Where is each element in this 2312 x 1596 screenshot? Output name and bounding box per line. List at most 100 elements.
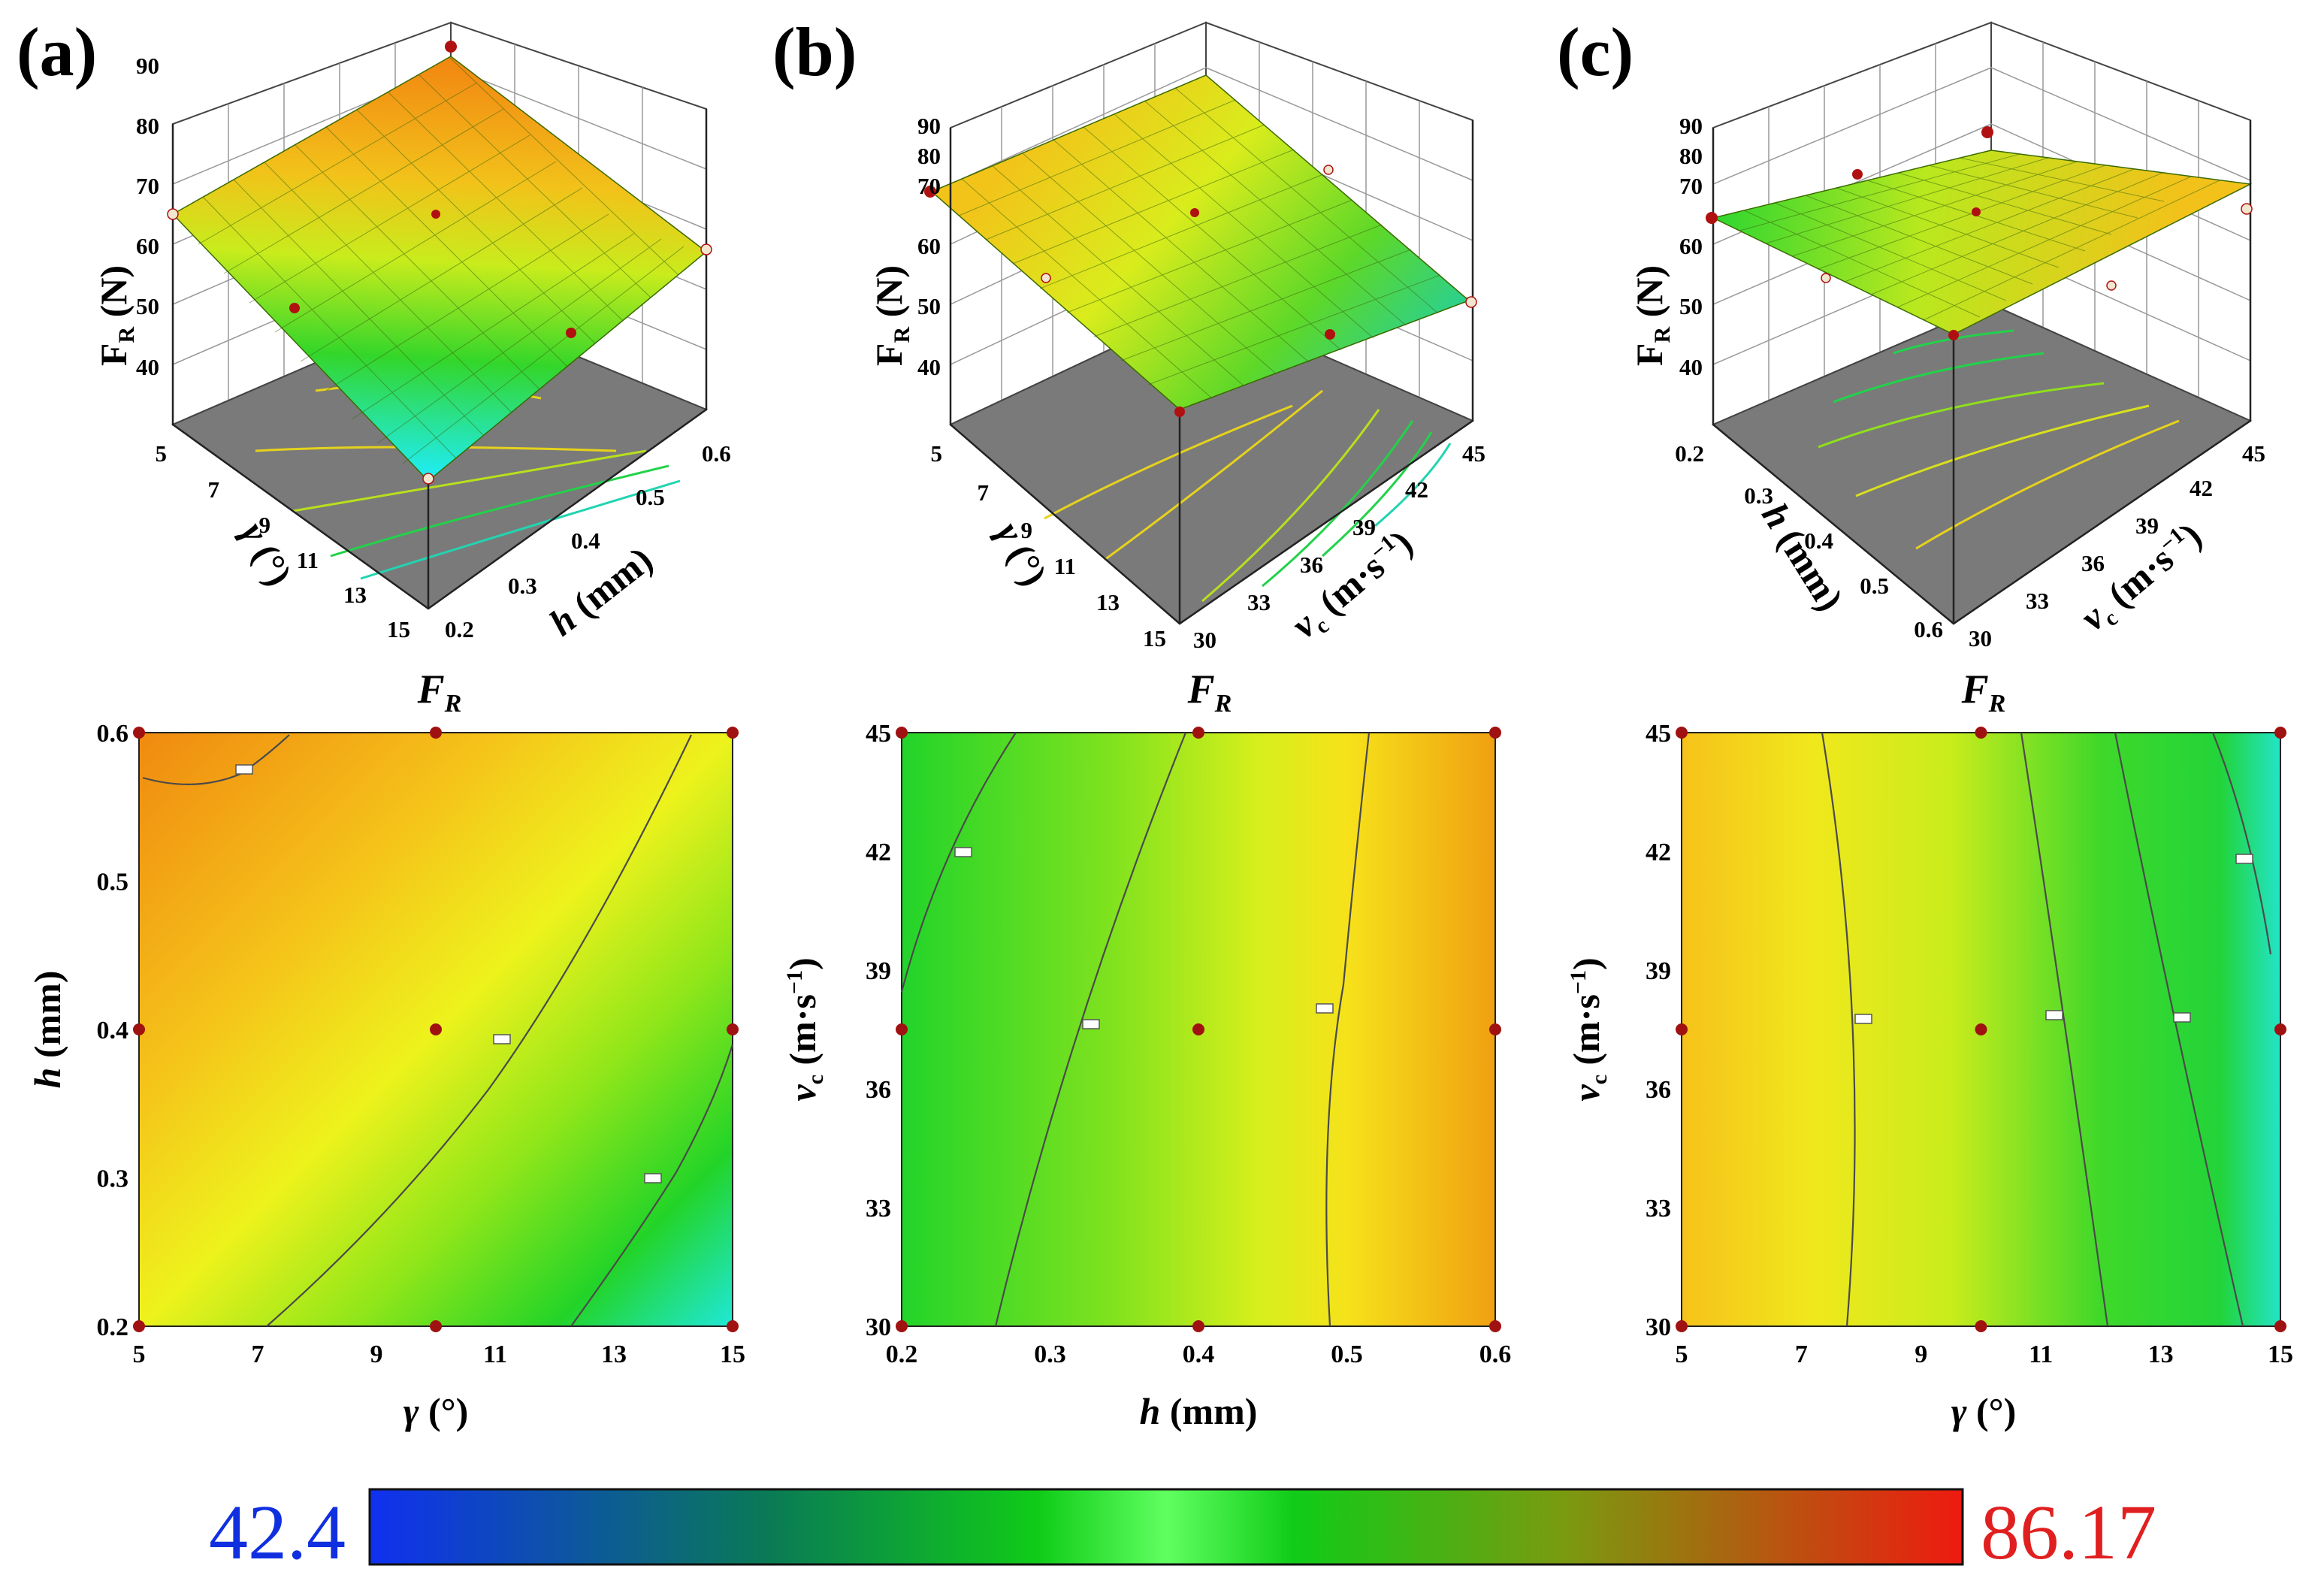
data-point bbox=[1041, 273, 1051, 283]
x-tick-label: 5 bbox=[931, 440, 943, 467]
contour-plot-a: FR 5 7 9 11 13 15 0.2 0.3 0.4 0.5 0.6 γ (°) h (mm) bbox=[26, 667, 745, 1432]
z-tick-label: 90 bbox=[1679, 113, 1703, 139]
design-point bbox=[1489, 727, 1501, 739]
y-axis-label: h (mm) bbox=[26, 971, 68, 1089]
design-point bbox=[430, 727, 442, 739]
x-tick-label: 0.3 bbox=[1034, 1341, 1066, 1368]
y-tick-label: 33 bbox=[1247, 589, 1271, 615]
y-tick-label: 39 bbox=[1352, 514, 1376, 540]
x-tick-label: 9 bbox=[370, 1341, 383, 1368]
x-axis-ticks: 5 7 9 11 13 15 bbox=[156, 440, 411, 642]
z-tick-label: 50 bbox=[917, 293, 941, 319]
y-tick-label: 0.2 bbox=[445, 616, 474, 642]
y-tick-label: 30 bbox=[1969, 625, 1992, 651]
y-tick-label: 33 bbox=[866, 1195, 891, 1223]
design-point bbox=[430, 1023, 442, 1035]
contour-design-points bbox=[1676, 727, 2286, 1332]
z-tick-label: 40 bbox=[917, 354, 941, 380]
y-axis-ticks: 0.2 0.3 0.4 0.5 0.6 bbox=[445, 440, 731, 642]
z-tick-label: 60 bbox=[136, 233, 159, 259]
x-tick-label: 5 bbox=[133, 1341, 146, 1368]
y-tick-label: 0.5 bbox=[636, 484, 665, 510]
z-axis-label: FR (N) bbox=[868, 265, 914, 366]
data-point bbox=[1981, 126, 1993, 138]
data-point bbox=[1323, 165, 1334, 175]
contour-lines bbox=[1821, 732, 2272, 1327]
data-point bbox=[1190, 208, 1199, 217]
surface-mesh bbox=[1739, 153, 2220, 321]
x-tick-label: 5 bbox=[156, 440, 168, 467]
y-axis-label: vc (m·s−1) bbox=[1283, 521, 1423, 649]
colorbar: 42.4 86.17 bbox=[209, 1488, 2156, 1576]
design-point bbox=[896, 1320, 908, 1332]
design-point bbox=[1192, 727, 1204, 739]
x-tick-label: 13 bbox=[343, 582, 367, 608]
surface-plot-b: 40 50 60 70 80 90 5 7 9 11 13 15 30 33 3… bbox=[772, 14, 1485, 653]
x-tick-label: 7 bbox=[978, 479, 990, 506]
data-point bbox=[1325, 329, 1335, 340]
x-axis-label: γ (°) bbox=[233, 515, 301, 593]
contour-plot-c: FR 5 7 9 11 13 15 30 33 36 39 42 45 γ (°) vc (m·s−1… bbox=[1565, 667, 2293, 1432]
surface-mesh bbox=[958, 87, 1441, 399]
x-tick-label: 7 bbox=[1795, 1341, 1808, 1368]
contour-ticks: 0.2 0.3 0.4 0.5 0.6 30 33 36 39 42 45 bbox=[866, 720, 1511, 1368]
design-point bbox=[896, 1023, 908, 1035]
x-tick-label: 0.2 bbox=[886, 1341, 918, 1368]
y-tick-label: 36 bbox=[1300, 552, 1323, 578]
z-tick-label: 80 bbox=[917, 143, 941, 169]
x-tick-label: 11 bbox=[297, 547, 319, 573]
z-tick-label: 90 bbox=[136, 53, 159, 79]
z-axis-ticks: 40 50 60 70 80 90 bbox=[136, 53, 159, 380]
panel-label-b: (b) bbox=[772, 14, 857, 90]
y-tick-label: 45 bbox=[2242, 440, 2265, 467]
data-point bbox=[422, 473, 434, 485]
x-tick-label: 0.6 bbox=[1479, 1341, 1512, 1368]
data-point bbox=[2106, 280, 2117, 291]
z-tick-label: 50 bbox=[1679, 293, 1703, 319]
contour-title: FR bbox=[1961, 667, 2006, 718]
z-tick-label: 40 bbox=[136, 354, 159, 380]
design-point bbox=[727, 1023, 739, 1035]
colorbar-gradient bbox=[368, 1488, 1964, 1566]
z-tick-label: 40 bbox=[1679, 354, 1703, 380]
x-tick-label: 0.5 bbox=[1860, 573, 1889, 599]
y-tick-label: 39 bbox=[866, 957, 891, 985]
z-tick-label: 80 bbox=[1679, 143, 1703, 169]
data-point bbox=[1821, 273, 1831, 283]
y-tick-label: 0.3 bbox=[508, 573, 537, 599]
contour-plot-b: FR 0.2 0.3 0.4 0.5 0.6 30 33 36 39 42 45 h (mm) vc… bbox=[781, 667, 1511, 1432]
design-point bbox=[1975, 1023, 1987, 1035]
data-point bbox=[1174, 407, 1185, 417]
design-point bbox=[1975, 1320, 1987, 1332]
surface-mesh bbox=[198, 56, 685, 464]
data-point bbox=[1972, 207, 1981, 216]
x-tick-label: 15 bbox=[1143, 625, 1166, 651]
design-point bbox=[2274, 1023, 2286, 1035]
x-tick-label: 0.6 bbox=[1914, 616, 1943, 642]
x-tick-label: 9 bbox=[259, 512, 271, 538]
y-tick-label: 39 bbox=[2135, 512, 2159, 539]
data-point bbox=[924, 186, 936, 198]
x-axis-label: γ (°) bbox=[988, 515, 1056, 593]
y-tick-label: 42 bbox=[1405, 476, 1428, 503]
data-point bbox=[445, 41, 457, 53]
design-point bbox=[133, 1320, 145, 1332]
panel-label-a: (a) bbox=[17, 14, 97, 90]
design-point bbox=[1489, 1023, 1501, 1035]
design-point bbox=[133, 1023, 145, 1035]
z-tick-label: 70 bbox=[1679, 173, 1703, 199]
design-point bbox=[133, 727, 145, 739]
x-tick-label: 9 bbox=[1915, 1341, 1927, 1368]
contour-ticks: 5 7 9 11 13 15 30 33 36 39 42 45 bbox=[1646, 720, 2293, 1368]
z-tick-label: 50 bbox=[136, 293, 159, 319]
z-tick-label: 70 bbox=[917, 173, 941, 199]
frame-edges bbox=[171, 109, 708, 610]
design-point bbox=[1192, 1320, 1204, 1332]
contour-value-boxes bbox=[1854, 854, 2253, 1024]
y-tick-label: 42 bbox=[1646, 839, 1671, 866]
x-axis-ticks: 0.2 0.3 0.4 0.5 0.6 bbox=[1675, 440, 1943, 642]
x-tick-label: 13 bbox=[1096, 589, 1120, 615]
design-points-3d bbox=[1706, 126, 2253, 340]
design-point bbox=[1676, 727, 1688, 739]
